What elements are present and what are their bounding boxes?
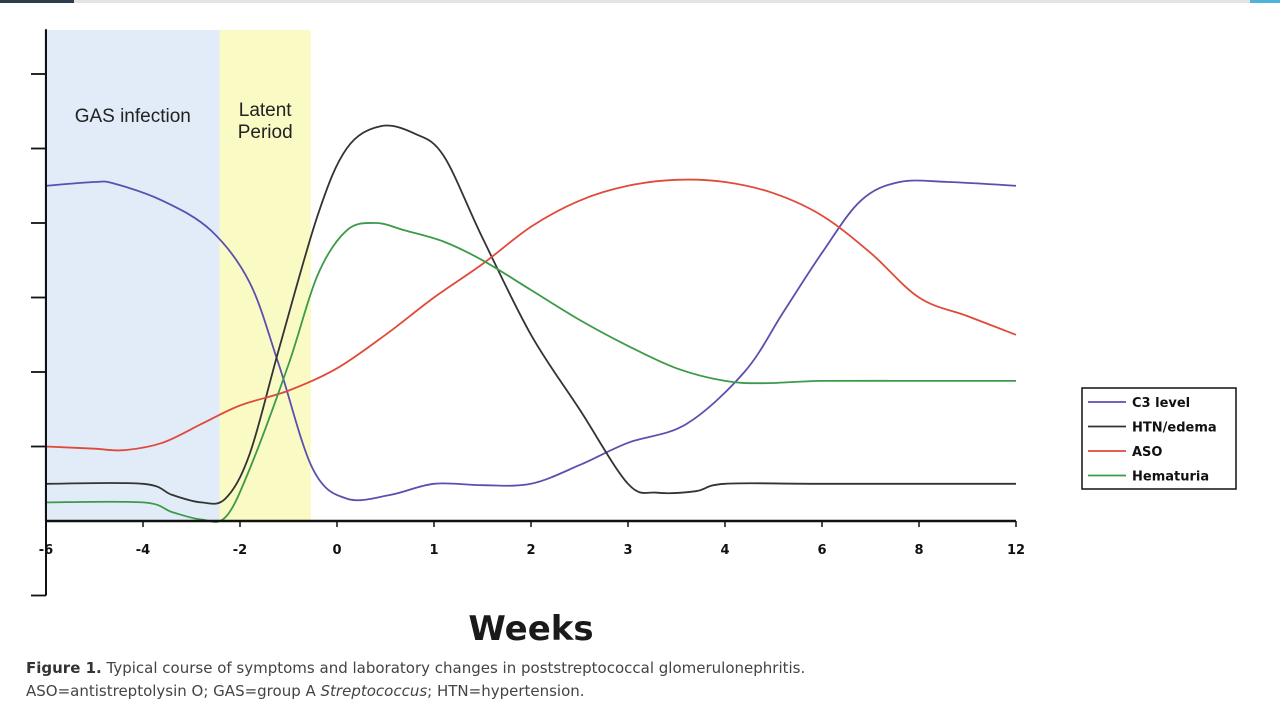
- x-tick-label-5: 2: [526, 543, 535, 558]
- series-line-c3-level: [45, 179, 1017, 502]
- caption-text-2a: ASO=antistreptolysin O; GAS=group A: [26, 682, 321, 700]
- legend-label-c3-level: C3 level: [1132, 396, 1190, 411]
- x-tick-label-0: -6: [39, 543, 53, 558]
- legend-label-aso: ASO: [1132, 445, 1162, 460]
- band-0: [44, 30, 222, 521]
- band-1: [219, 30, 311, 521]
- axes: [31, 29, 1017, 597]
- caption-text-1: Typical course of symptoms and laborator…: [106, 659, 806, 677]
- series-layer: [45, 124, 1017, 523]
- top-strip-accent-right: [1250, 0, 1280, 3]
- caption-text-2b: ; HTN=hypertension.: [427, 682, 585, 700]
- legend-box: [1081, 387, 1237, 490]
- x-axis-title: Weeks: [468, 609, 593, 649]
- band-label-1-0: Latent: [239, 100, 293, 121]
- x-tick-label-3: 0: [332, 543, 341, 558]
- series-line-aso: [45, 178, 1017, 452]
- x-tick-labels: -6 -4 -2 0 1 2 3 4 6 8 12: [39, 543, 1025, 558]
- x-tick-label-7: 4: [720, 543, 729, 558]
- legend-label-hematuria: Hematuria: [1132, 470, 1209, 485]
- series-line-htn-edema: [45, 124, 1016, 505]
- band-label-1-1: Period: [238, 122, 293, 143]
- x-tick-label-9: 8: [914, 543, 923, 558]
- x-tick-label-4: 1: [429, 543, 438, 558]
- x-tick-label-1: -4: [136, 543, 150, 558]
- figure-caption: Figure 1. Typical course of symptoms and…: [26, 657, 1026, 703]
- caption-text-2-italic: Streptococcus: [320, 682, 428, 700]
- figure-label: Figure 1.: [26, 659, 102, 677]
- x-tick-label-2: -2: [233, 543, 247, 558]
- x-tick-label-6: 3: [623, 543, 632, 558]
- top-strip-accent-left: [0, 0, 74, 3]
- x-tick-label-8: 6: [817, 543, 826, 558]
- legend-label-htn-edema: HTN/edema: [1132, 421, 1217, 436]
- x-tick-label-10: 12: [1007, 543, 1025, 558]
- caption-line-1: Figure 1. Typical course of symptoms and…: [26, 657, 1026, 680]
- band-label-0-0: GAS infection: [75, 106, 191, 127]
- top-strip: [0, 0, 1280, 3]
- legend: C3 level HTN/edema ASO Hematuria: [1081, 387, 1237, 490]
- caption-line-2: ASO=antistreptolysin O; GAS=group A Stre…: [26, 680, 1026, 703]
